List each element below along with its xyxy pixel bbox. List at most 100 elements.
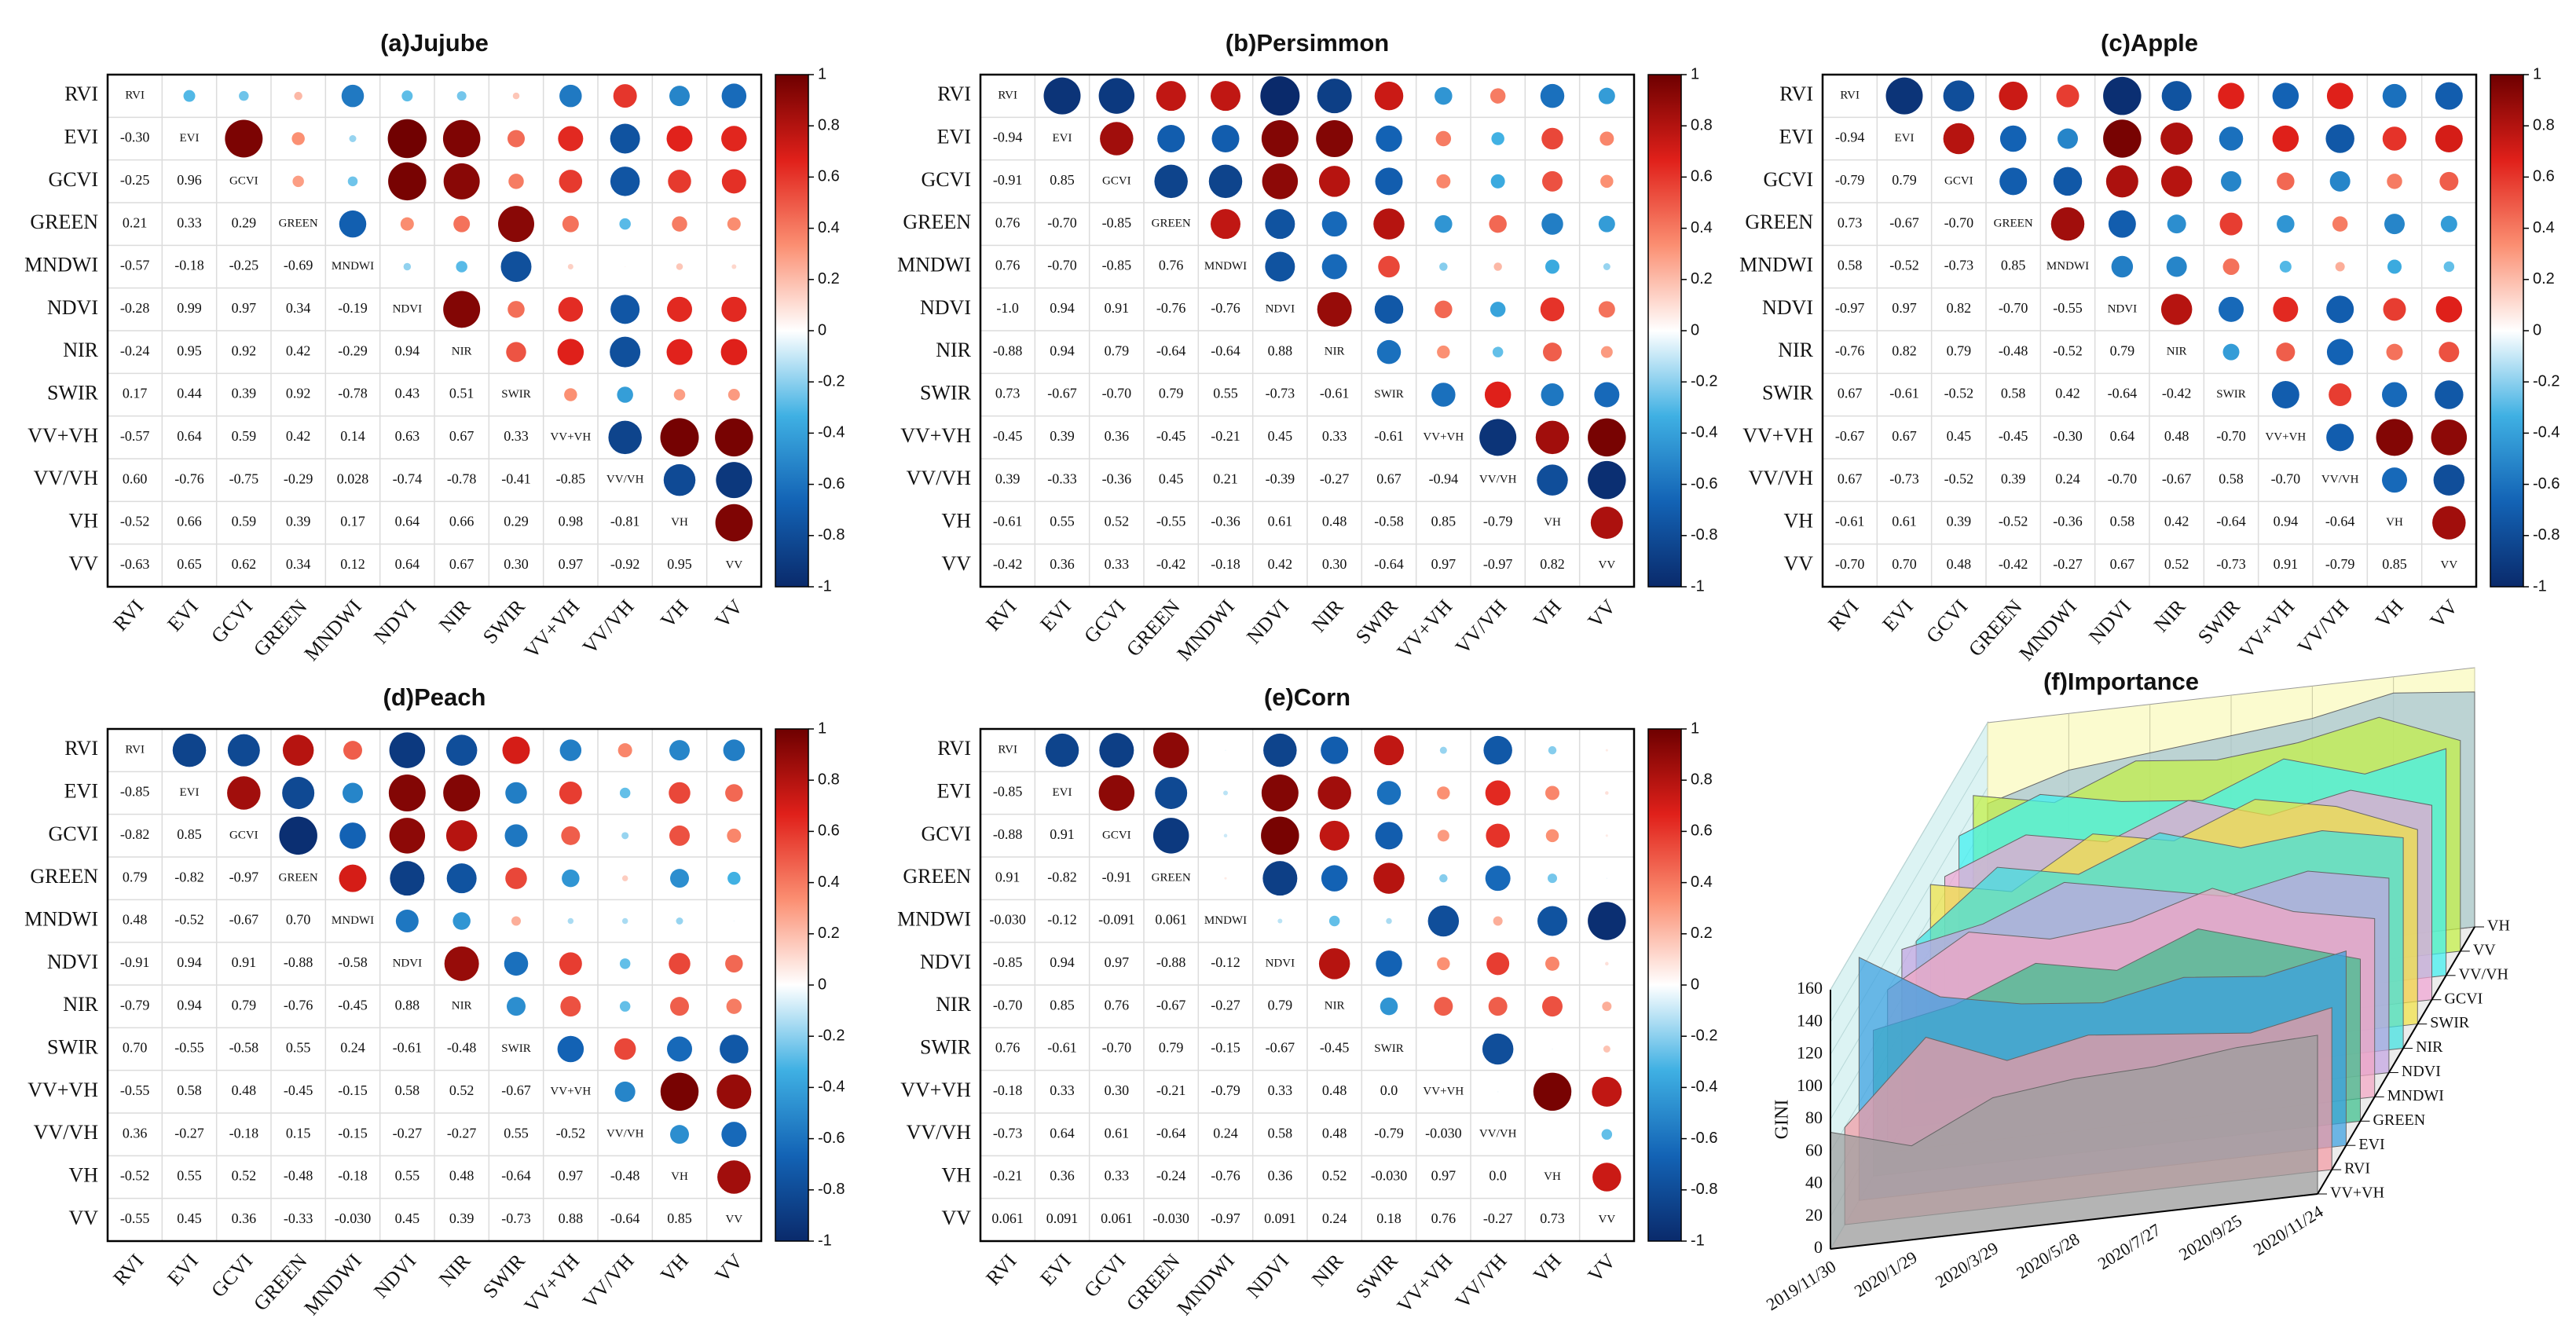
correlation-circle bbox=[282, 734, 314, 766]
correlation-circle bbox=[559, 170, 583, 193]
correlation-circle bbox=[617, 743, 632, 758]
depth-tick-label: GCVI bbox=[2444, 990, 2483, 1007]
column-label: VV+VH bbox=[2235, 595, 2299, 662]
correlation-circle bbox=[666, 126, 693, 152]
row-label: EVI bbox=[64, 125, 98, 148]
coefficient-label: 0.55 bbox=[504, 1125, 529, 1141]
correlation-circle bbox=[347, 176, 358, 187]
row-label: NDVI bbox=[47, 950, 98, 973]
correlation-circle bbox=[2383, 298, 2406, 321]
correlation-circle bbox=[2326, 295, 2354, 324]
correlation-circle bbox=[2111, 255, 2134, 278]
column-label: NIR bbox=[434, 1249, 475, 1291]
correlation-circle bbox=[1885, 77, 1923, 115]
coefficient-label: -0.52 bbox=[120, 514, 150, 529]
coefficient-label: 0.85 bbox=[2382, 556, 2407, 572]
correlation-circle bbox=[1321, 865, 1348, 892]
diagonal-label: EVI bbox=[180, 786, 200, 799]
coefficient-label: 0.95 bbox=[667, 556, 692, 572]
coefficient-label: 0.45 bbox=[177, 1210, 202, 1226]
coefficient-label: -0.55 bbox=[120, 1210, 150, 1226]
coefficient-label: -0.27 bbox=[174, 1125, 204, 1141]
z-grid-line bbox=[1830, 787, 1988, 1055]
correlation-circle bbox=[1545, 786, 1559, 800]
correlation-circle bbox=[512, 92, 520, 100]
correlation-circle bbox=[2435, 380, 2464, 409]
correlation-circle bbox=[504, 951, 529, 976]
coefficient-label: 0.97 bbox=[559, 1168, 584, 1184]
correlation-circle bbox=[1435, 300, 1453, 319]
correlation-circle bbox=[1437, 786, 1450, 800]
correlation-circle bbox=[505, 782, 527, 804]
correlation-circle bbox=[614, 1038, 636, 1060]
colorbar-tick-label: 0.8 bbox=[1691, 771, 1713, 788]
correlation-circle bbox=[444, 946, 479, 981]
correlation-circle bbox=[1605, 834, 1608, 837]
coefficient-label: 0.39 bbox=[1947, 514, 1972, 529]
coefficient-label: -0.64 bbox=[1211, 342, 1240, 358]
correlation-circle bbox=[443, 775, 481, 811]
colorbar-tick-label: -0.2 bbox=[818, 1027, 845, 1044]
correlation-circle bbox=[1588, 460, 1626, 500]
row-label: VV bbox=[68, 1207, 98, 1229]
coefficient-label: -0.61 bbox=[1047, 1040, 1077, 1056]
coefficient-label: 0.76 bbox=[1159, 258, 1184, 273]
column-label: MNDWI bbox=[1173, 595, 1239, 665]
coefficient-label: -0.70 bbox=[1835, 556, 1865, 572]
coefficient-label: 0.79 bbox=[232, 997, 257, 1013]
row-label: NIR bbox=[936, 993, 971, 1016]
coefficient-label: 0.61 bbox=[1892, 514, 1917, 529]
correlation-circle bbox=[282, 777, 315, 809]
coefficient-label: -0.15 bbox=[1211, 1040, 1240, 1056]
correlation-circle bbox=[1318, 166, 1350, 197]
coefficient-label: -0.36 bbox=[2053, 514, 2083, 529]
coefficient-label: -0.94 bbox=[1835, 130, 1865, 145]
correlation-circle bbox=[2219, 212, 2243, 236]
coefficient-label: -0.64 bbox=[2108, 386, 2138, 401]
correlation-circle bbox=[1533, 1072, 1572, 1111]
colorbar bbox=[1647, 728, 1682, 1242]
coefficient-label: 0.97 bbox=[1105, 954, 1130, 970]
coefficient-label: 0.79 bbox=[1268, 997, 1293, 1013]
row-label: MNDWI bbox=[897, 253, 971, 276]
depth-tick-label: GREEN bbox=[2373, 1111, 2426, 1129]
colorbar-tick-label: 0.6 bbox=[1691, 822, 1713, 840]
diagonal-label: VH bbox=[671, 516, 688, 529]
depth-tick-label: VV bbox=[2473, 942, 2496, 959]
correlation-circle bbox=[721, 169, 746, 194]
correlation-circle bbox=[1999, 125, 2027, 152]
coefficient-label: -0.45 bbox=[284, 1082, 313, 1098]
coefficient-label: 0.91 bbox=[232, 954, 257, 970]
correlation-circle bbox=[619, 787, 631, 799]
x-tick-label: 2020/3/29 bbox=[1932, 1238, 2002, 1291]
correlation-circle bbox=[1328, 915, 1340, 927]
correlation-circle bbox=[716, 462, 753, 499]
correlation-circle bbox=[2439, 171, 2459, 191]
diagonal-label: RVI bbox=[998, 744, 1017, 756]
correlation-circle bbox=[508, 130, 525, 148]
column-label: NDVI bbox=[369, 1250, 420, 1303]
coefficient-label: -0.76 bbox=[284, 997, 313, 1013]
diagonal-label: EVI bbox=[1053, 132, 1072, 145]
row-label: VH bbox=[941, 1163, 971, 1186]
coefficient-label: 0.36 bbox=[232, 1210, 257, 1226]
correlation-circle bbox=[621, 875, 628, 881]
coefficient-label: -0.52 bbox=[1889, 258, 1919, 273]
coefficient-label: 0.97 bbox=[1431, 556, 1457, 572]
coefficient-label: 0.091 bbox=[1264, 1210, 1296, 1226]
colorbar-tick-label: 1 bbox=[818, 65, 826, 82]
coefficient-label: 0.85 bbox=[1050, 997, 1075, 1013]
correlation-circle bbox=[1540, 83, 1565, 108]
coefficient-label: 0.061 bbox=[1101, 1210, 1133, 1226]
coefficient-label: -0.74 bbox=[393, 471, 423, 486]
coefficient-label: 0.21 bbox=[1213, 471, 1238, 486]
correlation-circle bbox=[1490, 174, 1505, 189]
coefficient-label: -0.79 bbox=[2325, 556, 2355, 572]
colorbar-tick-label: 0 bbox=[2533, 321, 2541, 339]
colorbar-tick-label: -1 bbox=[818, 1232, 832, 1249]
coefficient-label: 0.48 bbox=[449, 1168, 475, 1184]
correlation-circle bbox=[227, 776, 261, 810]
correlation-circle bbox=[564, 388, 577, 401]
correlation-circle bbox=[1376, 950, 1402, 977]
coefficient-label: -0.25 bbox=[229, 258, 259, 273]
